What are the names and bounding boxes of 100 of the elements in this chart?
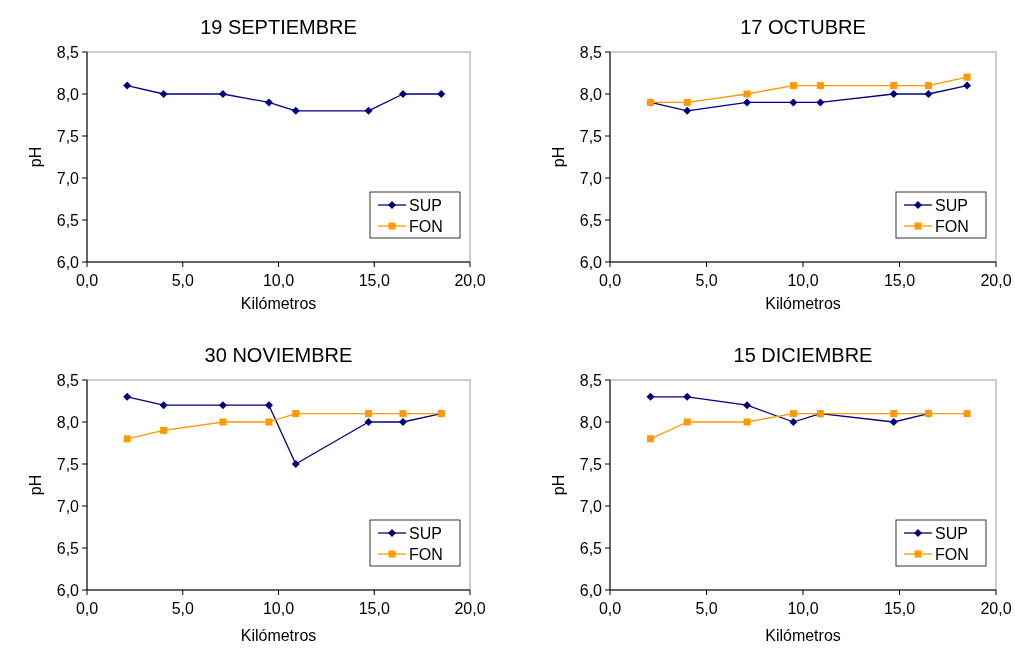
point bbox=[890, 82, 898, 90]
point bbox=[789, 410, 797, 418]
y-tick-label: 6,0 bbox=[579, 582, 603, 599]
x-tick-label: 10,0 bbox=[262, 272, 295, 289]
y-tick-label: 6,0 bbox=[579, 254, 603, 271]
x-tick-label: 15,0 bbox=[358, 600, 390, 617]
point bbox=[219, 418, 227, 426]
y-tick-label: 8,0 bbox=[56, 86, 80, 103]
point bbox=[743, 98, 752, 107]
x-tick-label: 20,0 bbox=[454, 600, 486, 617]
y-tick-label: 6,5 bbox=[56, 212, 80, 229]
y-tick-label: 7,0 bbox=[56, 170, 80, 187]
y-tick-label: 8,5 bbox=[579, 372, 603, 389]
y-tick-label: 8,0 bbox=[579, 86, 603, 103]
point bbox=[963, 81, 972, 90]
point bbox=[399, 410, 407, 418]
x-tick-label: 0,0 bbox=[598, 272, 622, 289]
point bbox=[890, 410, 898, 418]
y-tick-label: 6,5 bbox=[579, 212, 603, 229]
point bbox=[159, 90, 168, 98]
point bbox=[292, 410, 300, 418]
point bbox=[924, 82, 932, 90]
y-axis-title: pH bbox=[27, 146, 44, 168]
x-tick-label: 20,0 bbox=[980, 600, 1012, 617]
point bbox=[291, 106, 300, 115]
point bbox=[963, 410, 971, 418]
legend-label: SUP bbox=[409, 525, 442, 542]
point bbox=[683, 106, 692, 115]
x-axis-title: Kilómetros bbox=[240, 627, 317, 644]
x-tick-label: 0,0 bbox=[598, 600, 622, 617]
y-tick-label: 7,5 bbox=[56, 456, 80, 473]
point bbox=[647, 435, 655, 443]
point bbox=[291, 460, 300, 468]
x-tick-label: 20,0 bbox=[980, 272, 1012, 289]
legend-label: SUP bbox=[935, 197, 968, 214]
y-tick-label: 7,5 bbox=[579, 456, 603, 473]
point bbox=[437, 90, 446, 98]
y-tick-label: 6,0 bbox=[56, 582, 80, 599]
y-tick-label: 7,0 bbox=[579, 498, 603, 515]
x-axis-title: Kilómetros bbox=[240, 295, 317, 312]
point bbox=[743, 418, 751, 426]
point bbox=[963, 73, 971, 81]
y-tick-label: 7,5 bbox=[579, 128, 603, 145]
legend-label: FON bbox=[935, 546, 969, 563]
point bbox=[743, 401, 752, 410]
point bbox=[123, 81, 132, 90]
legend-label: FON bbox=[409, 218, 443, 235]
point bbox=[816, 82, 824, 90]
x-tick-label: 10,0 bbox=[787, 272, 819, 289]
point bbox=[398, 90, 407, 98]
point bbox=[889, 90, 898, 98]
x-tick-label: 15,0 bbox=[358, 272, 390, 289]
point bbox=[159, 401, 168, 410]
point bbox=[789, 98, 798, 107]
y-axis-title: pH bbox=[550, 474, 567, 496]
point bbox=[743, 90, 751, 98]
point bbox=[789, 418, 798, 426]
point bbox=[123, 392, 132, 401]
y-axis-title: pH bbox=[550, 146, 567, 168]
y-tick-label: 7,0 bbox=[579, 170, 603, 187]
x-tick-label: 10,0 bbox=[787, 600, 819, 617]
y-tick-label: 7,5 bbox=[56, 128, 80, 145]
x-tick-label: 10,0 bbox=[262, 600, 295, 617]
point bbox=[889, 418, 898, 426]
y-axis-title: pH bbox=[27, 474, 44, 496]
point bbox=[364, 106, 373, 115]
x-tick-label: 15,0 bbox=[883, 272, 916, 289]
point bbox=[123, 435, 131, 443]
point bbox=[160, 426, 168, 434]
x-tick-label: 20,0 bbox=[454, 272, 486, 289]
x-tick-label: 0,0 bbox=[75, 272, 99, 289]
x-tick-label: 0,0 bbox=[75, 600, 99, 617]
point bbox=[218, 90, 227, 98]
legend-label: FON bbox=[935, 218, 969, 235]
x-tick-label: 5,0 bbox=[171, 272, 194, 289]
point bbox=[264, 98, 273, 107]
point bbox=[683, 392, 692, 401]
chart-title: 19 SEPTIEMBRE bbox=[200, 16, 357, 38]
point bbox=[683, 98, 691, 106]
y-tick-label: 6,5 bbox=[56, 540, 80, 557]
point bbox=[646, 392, 655, 401]
point bbox=[398, 418, 407, 426]
x-axis-title: Kilómetros bbox=[765, 627, 841, 644]
legend-label: FON bbox=[409, 546, 443, 563]
x-tick-label: 5,0 bbox=[695, 600, 718, 617]
point bbox=[816, 98, 825, 107]
y-tick-label: 8,0 bbox=[56, 414, 80, 431]
y-tick-label: 8,5 bbox=[56, 44, 80, 61]
x-tick-label: 15,0 bbox=[883, 600, 916, 617]
point bbox=[365, 410, 373, 418]
y-tick-label: 6,5 bbox=[579, 540, 603, 557]
legend-label: SUP bbox=[935, 525, 968, 542]
point bbox=[265, 418, 273, 426]
chart-title: 30 NOVIEMBRE bbox=[204, 344, 353, 366]
point bbox=[789, 82, 797, 90]
chart-title: 17 OCTUBRE bbox=[740, 16, 866, 38]
legend-label: SUP bbox=[409, 197, 442, 214]
y-tick-label: 8,5 bbox=[579, 44, 603, 61]
point bbox=[218, 401, 227, 410]
point bbox=[924, 90, 933, 98]
